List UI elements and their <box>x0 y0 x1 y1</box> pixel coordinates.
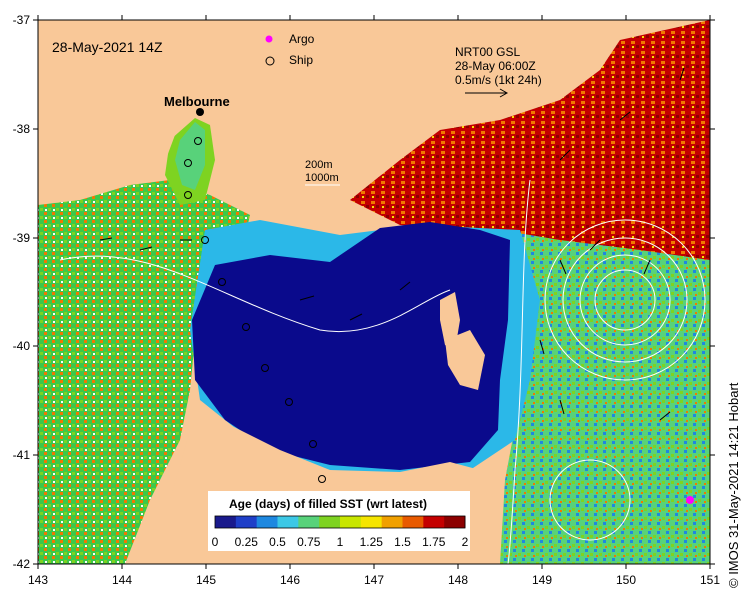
king-island <box>440 292 460 350</box>
colorbar-cell <box>215 516 237 528</box>
current-info-line3: 0.5m/s (1kt 24h) <box>455 73 542 87</box>
colorbar-cell <box>360 516 383 528</box>
colorbar-tick-label: 0 <box>212 535 219 549</box>
colorbar-tick-label: 1.75 <box>422 535 446 549</box>
colorbar-tick-label: 0.75 <box>297 535 321 549</box>
colorbar-tick-label: 1 <box>337 535 344 549</box>
map-title: 28-May-2021 14Z <box>52 39 163 55</box>
y-tick-label: -37 <box>13 13 31 27</box>
isobath-legend: 200m 1000m <box>305 159 340 186</box>
colorbar-tick-labels: 0 0.25 0.5 0.75 1 1.25 1.5 1.75 2 <box>212 535 469 549</box>
current-vectors <box>99 67 685 421</box>
isobath-200m: 200m <box>305 159 333 171</box>
victoria-land <box>38 20 610 200</box>
x-tick-label: 144 <box>112 573 132 587</box>
colorbar-tick-label: 0.25 <box>235 535 259 549</box>
colorbar-cell <box>298 516 320 528</box>
flinders-island <box>445 330 485 390</box>
scale-arrow-head <box>499 88 509 98</box>
x-tick-label: 151 <box>700 573 720 587</box>
y-tick-label: -40 <box>13 339 31 353</box>
y-tick-label: -42 <box>13 557 31 571</box>
y-tick-label: -41 <box>13 448 31 462</box>
bass-strait-core <box>192 222 510 470</box>
credit-text: © IMOS 31-May-2021 14:21 Hobart <box>726 382 741 588</box>
colorbar-frame <box>214 515 466 529</box>
map-plot-area <box>38 20 710 564</box>
isobath-1000m: 1000m <box>305 172 339 184</box>
x-tick-label: 150 <box>616 573 636 587</box>
x-tick-label: 143 <box>28 573 48 587</box>
x-tick-label: 149 <box>532 573 552 587</box>
melbourne-bay <box>175 122 205 190</box>
x-axis-ticks: 143 144 145 146 147 148 149 150 151 <box>28 15 720 587</box>
y-tick-label: -39 <box>13 231 31 245</box>
ship-legend-icon <box>265 56 275 66</box>
current-info-line1: NRT00 GSL <box>455 45 520 59</box>
colorbar-cell <box>402 516 424 528</box>
y-axis-ticks: -37 -38 -39 -40 -41 -42 <box>13 13 715 571</box>
observation-legend: Argo Ship <box>265 32 315 67</box>
colorbar-cell <box>444 516 466 528</box>
y-tick-label: -38 <box>13 122 31 136</box>
current-info-line2: 28-May 06:00Z <box>455 59 536 73</box>
argo-legend-icon <box>265 35 273 43</box>
colorbar-cell <box>423 516 445 528</box>
melbourne-label: Melbourne <box>164 94 230 109</box>
eddy-contours <box>59 179 706 564</box>
x-tick-label: 148 <box>448 573 468 587</box>
colorbar-cell <box>381 516 403 528</box>
colorbar-title: Age (days) of filled SST (wrt latest) <box>229 497 427 511</box>
sst-field-east <box>500 230 710 564</box>
x-tick-label: 147 <box>364 573 384 587</box>
colorbar-cell <box>235 516 258 528</box>
argo-marker <box>686 496 694 504</box>
colorbar-tick-label: 1.5 <box>394 535 411 549</box>
melbourne-marker <box>196 108 204 116</box>
x-tick-label: 145 <box>196 573 216 587</box>
x-tick-label: 146 <box>280 573 300 587</box>
colorbar-cell <box>340 516 362 528</box>
colorbar-tick-label: 1.25 <box>360 535 384 549</box>
colorbar-cell <box>319 516 341 528</box>
colorbar-cell <box>277 516 299 528</box>
ship-track <box>184 137 326 483</box>
argo-legend-label: Argo <box>289 32 315 46</box>
sst-field-west <box>38 180 250 564</box>
colorbar-tick-label: 0.5 <box>269 535 286 549</box>
ship-legend-label: Ship <box>289 53 313 67</box>
colorbar-cells <box>215 516 466 528</box>
colorbar-cell <box>256 516 278 528</box>
current-info: NRT00 GSL 28-May 06:00Z 0.5m/s (1kt 24h) <box>455 45 542 98</box>
colorbar-tick-label: 2 <box>462 535 469 549</box>
